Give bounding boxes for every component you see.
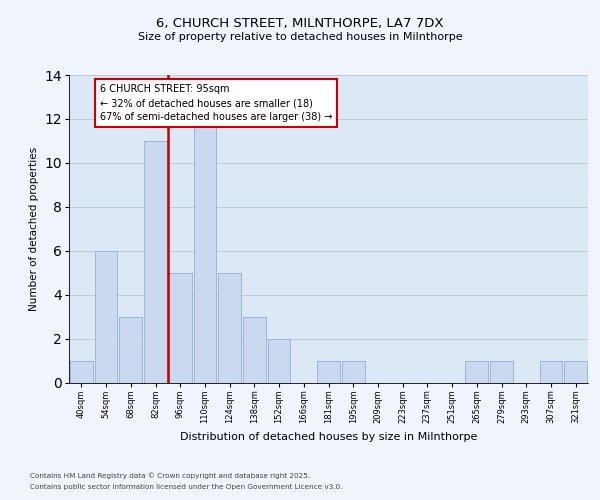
Text: Size of property relative to detached houses in Milnthorpe: Size of property relative to detached ho…	[137, 32, 463, 42]
Text: 6 CHURCH STREET: 95sqm
← 32% of detached houses are smaller (18)
67% of semi-det: 6 CHURCH STREET: 95sqm ← 32% of detached…	[100, 84, 332, 122]
X-axis label: Distribution of detached houses by size in Milnthorpe: Distribution of detached houses by size …	[180, 432, 477, 442]
Bar	[194, 119, 216, 382]
Bar	[342, 360, 365, 382]
Bar	[539, 360, 562, 382]
Bar	[119, 316, 142, 382]
Text: Contains HM Land Registry data © Crown copyright and database right 2025.: Contains HM Land Registry data © Crown c…	[30, 472, 310, 479]
Bar	[218, 272, 241, 382]
Bar	[144, 141, 167, 382]
Bar	[95, 250, 118, 382]
Text: 6, CHURCH STREET, MILNTHORPE, LA7 7DX: 6, CHURCH STREET, MILNTHORPE, LA7 7DX	[156, 18, 444, 30]
Bar	[490, 360, 513, 382]
Bar	[169, 272, 191, 382]
Bar	[268, 338, 290, 382]
Bar	[243, 316, 266, 382]
Bar	[564, 360, 587, 382]
Bar	[70, 360, 93, 382]
Y-axis label: Number of detached properties: Number of detached properties	[29, 146, 39, 311]
Bar	[466, 360, 488, 382]
Text: Contains public sector information licensed under the Open Government Licence v3: Contains public sector information licen…	[30, 484, 343, 490]
Bar	[317, 360, 340, 382]
